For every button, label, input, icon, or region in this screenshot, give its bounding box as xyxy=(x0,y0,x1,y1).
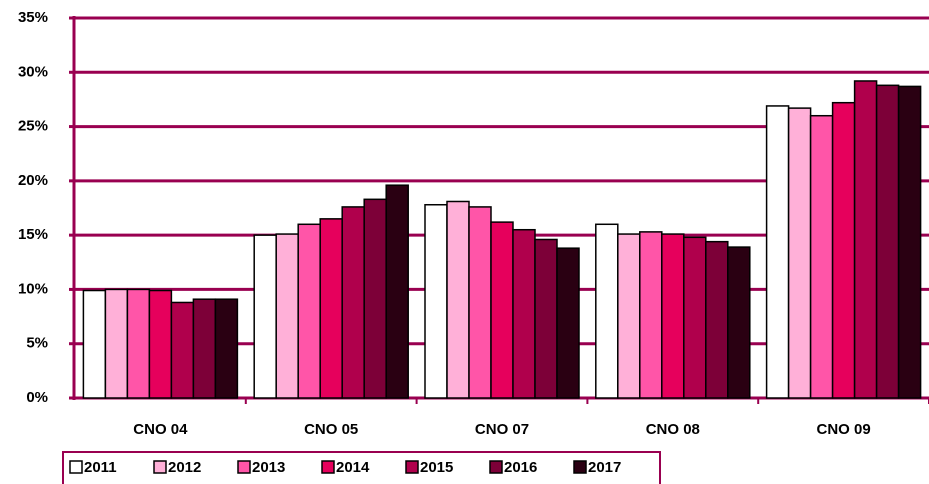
bar xyxy=(319,218,343,399)
bar xyxy=(661,233,685,399)
legend-swatch xyxy=(405,460,419,474)
bar xyxy=(468,206,492,399)
bar xyxy=(363,198,387,399)
y-tick-label: 25% xyxy=(18,118,48,135)
bar xyxy=(446,200,470,399)
bar xyxy=(853,80,878,399)
bar xyxy=(639,231,663,399)
x-tick-label: CNO 05 xyxy=(304,421,358,438)
bar xyxy=(104,288,129,399)
bar xyxy=(424,203,448,399)
bar xyxy=(595,223,619,399)
bar xyxy=(705,240,729,399)
bar xyxy=(875,84,900,399)
legend-swatch xyxy=(321,460,335,474)
bar xyxy=(787,107,812,399)
legend-label: 2014 xyxy=(336,459,370,476)
legend-label: 2012 xyxy=(168,459,201,476)
bar xyxy=(809,114,834,399)
legend-label: 2016 xyxy=(504,459,537,476)
bar xyxy=(765,105,790,399)
bar xyxy=(897,85,922,399)
bar xyxy=(82,289,107,399)
bar xyxy=(512,228,536,399)
legend-swatch xyxy=(237,460,251,474)
bar xyxy=(170,301,195,399)
legend-swatch xyxy=(489,460,503,474)
legend-label: 2013 xyxy=(252,459,285,476)
bar xyxy=(831,101,856,399)
y-tick-label: 5% xyxy=(26,335,48,352)
x-tick-label: CNO 07 xyxy=(475,421,529,438)
legend-swatch xyxy=(153,460,167,474)
y-tick-label: 20% xyxy=(18,172,48,189)
bar xyxy=(297,223,321,399)
bar xyxy=(148,289,173,399)
y-tick-label: 0% xyxy=(26,389,48,406)
y-tick-label: 35% xyxy=(18,9,48,26)
legend-label: 2017 xyxy=(588,459,621,476)
y-tick-label: 15% xyxy=(18,226,48,243)
bar xyxy=(126,288,151,399)
x-tick-label: CNO 09 xyxy=(817,421,871,438)
bar xyxy=(534,238,558,399)
legend-label: 2011 xyxy=(84,459,117,476)
bar xyxy=(556,247,580,399)
bar xyxy=(490,221,514,399)
bar xyxy=(275,233,299,399)
y-tick-label: 30% xyxy=(18,63,48,80)
bar xyxy=(253,234,277,399)
x-tick-label: CNO 04 xyxy=(133,421,188,438)
bar xyxy=(683,236,707,399)
legend-label: 2015 xyxy=(420,459,453,476)
legend-swatch xyxy=(69,460,83,474)
legend-swatch xyxy=(573,460,587,474)
bar xyxy=(214,298,239,399)
y-tick-label: 10% xyxy=(18,280,48,297)
bar xyxy=(385,184,409,399)
x-tick-label: CNO 08 xyxy=(646,421,700,438)
bar xyxy=(192,298,217,399)
bar xyxy=(617,233,641,399)
bar xyxy=(341,206,365,399)
bar xyxy=(727,246,751,399)
